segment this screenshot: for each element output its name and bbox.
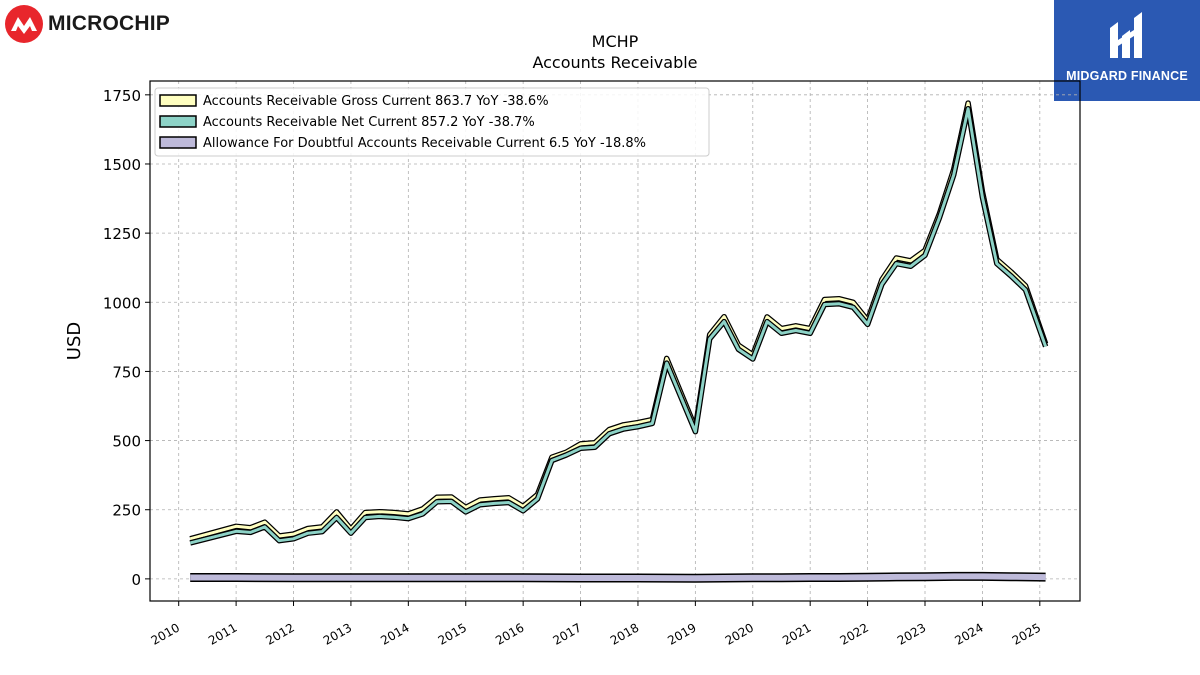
series-gross-line-outline — [189, 100, 1049, 542]
x-tick-label: 2022 — [838, 620, 871, 647]
midgard-logo-icon — [1110, 12, 1142, 58]
x-tick-label: 2020 — [723, 620, 756, 647]
y-tick-label: 250 — [112, 502, 141, 520]
chart-subtitle: Accounts Receivable — [532, 53, 697, 72]
y-tick-label: 750 — [112, 363, 141, 381]
x-tick-label: 2019 — [665, 620, 698, 647]
series-allowance-line — [190, 573, 1046, 582]
y-tick-label: 1750 — [103, 87, 141, 105]
y-axis-label: USD — [64, 322, 85, 360]
y-axis: 0 250 500 750 1000 1250 1500 1750 — [103, 87, 150, 589]
x-tick-label: 2013 — [321, 620, 354, 647]
legend-label-net: Accounts Receivable Net Current 857.2 Yo… — [203, 115, 535, 130]
x-tick-label: 2012 — [263, 620, 296, 647]
chart-grid — [150, 81, 1080, 601]
x-tick-label: 2025 — [1010, 620, 1043, 647]
microchip-logo-text: MICROCHIP — [48, 12, 170, 35]
x-tick-label: 2011 — [206, 620, 239, 647]
legend-box — [154, 87, 710, 157]
x-axis: 2010 2011 2012 2013 2014 2015 2016 2017 2018 2019… — [149, 601, 1043, 648]
chart-series — [189, 100, 1049, 583]
x-tick-label: 2010 — [149, 620, 182, 647]
midgard-finance-logo: MIDGARD FINANCE — [1054, 0, 1200, 101]
y-tick-label: 500 — [112, 433, 141, 451]
y-tick-label: 1250 — [103, 225, 141, 243]
x-tick-label: 2023 — [895, 620, 928, 647]
y-tick-label: 1000 — [103, 294, 141, 312]
legend-label-allowance: Allowance For Doubtful Accounts Receivab… — [203, 136, 646, 151]
x-tick-label: 2018 — [608, 620, 641, 647]
series-net-line — [189, 107, 1048, 545]
plot-frame — [149, 80, 1081, 602]
legend-label-gross: Accounts Receivable Gross Current 863.7 … — [203, 94, 549, 109]
legend-swatch-net — [159, 115, 197, 128]
y-tick-label: 1500 — [103, 156, 141, 174]
midgard-logo-text: MIDGARD FINANCE — [1066, 69, 1188, 83]
x-tick-label: 2015 — [436, 620, 469, 647]
x-tick-label: 2016 — [493, 620, 526, 647]
x-tick-label: 2014 — [378, 620, 411, 647]
legend-swatch-allowance — [159, 136, 197, 149]
y-tick-label: 0 — [131, 571, 141, 589]
series-net-line-outline — [189, 105, 1049, 546]
series-gross-line — [189, 101, 1048, 541]
x-tick-label: 2024 — [952, 620, 985, 647]
x-tick-label: 2017 — [550, 620, 583, 647]
legend-swatch-gross — [159, 94, 197, 107]
chart-title: MCHP — [592, 32, 639, 51]
microchip-logo: MICROCHIP — [4, 4, 170, 44]
microchip-logo-icon — [5, 5, 43, 43]
x-tick-label: 2021 — [780, 620, 813, 647]
legend: Accounts Receivable Gross Current 863.7 … — [154, 87, 710, 157]
